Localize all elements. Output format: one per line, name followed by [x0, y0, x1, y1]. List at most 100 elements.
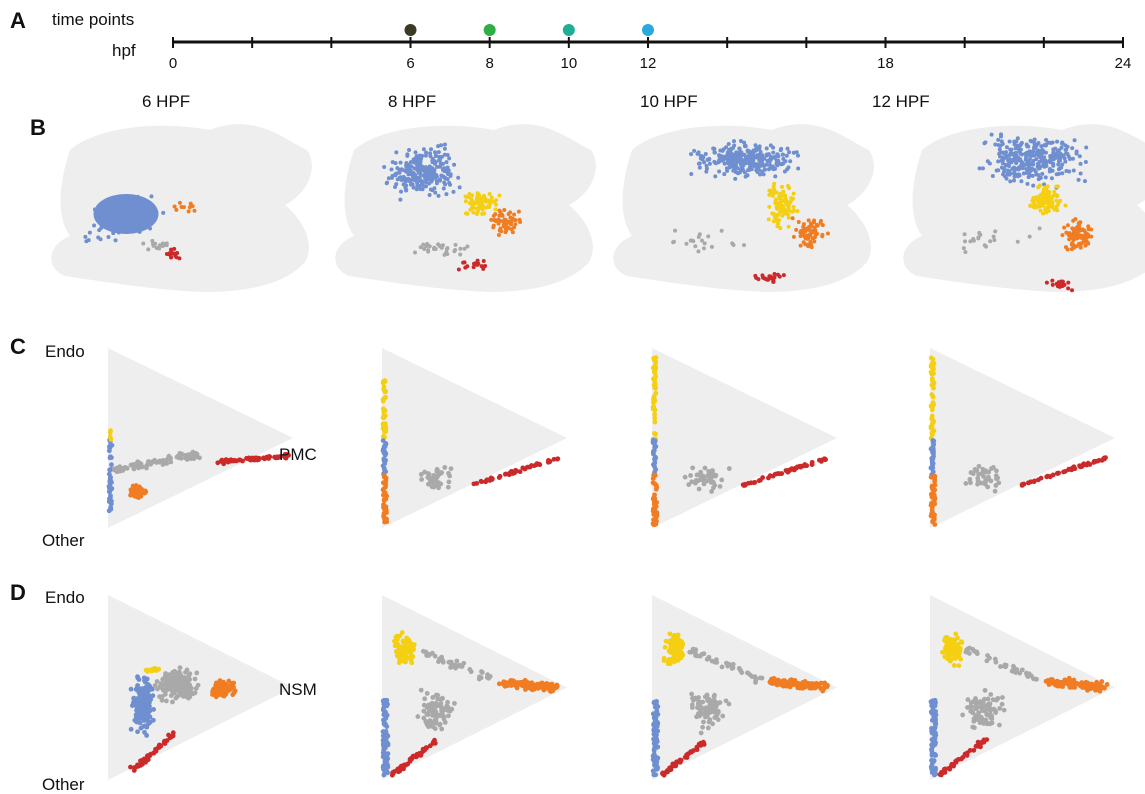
embedding-point [811, 230, 816, 235]
embedding-point [772, 271, 777, 276]
fate-point [654, 732, 659, 738]
embedding-background [903, 124, 1145, 292]
embedding-point [83, 234, 88, 239]
timeline: time points hpf 0 6 8 10 12 18 24 [52, 10, 1131, 72]
fate-point [1001, 707, 1007, 713]
embedding-point [806, 244, 811, 249]
embedding-point [778, 197, 783, 202]
embedding-point [998, 143, 1003, 148]
fate-point [970, 724, 976, 730]
embedding-point [1041, 203, 1046, 208]
fate-point [171, 682, 177, 688]
embedding-point [497, 208, 502, 213]
embedding-point [399, 189, 404, 194]
embedding-point [393, 173, 398, 178]
fate-point [960, 712, 966, 718]
fate-point [400, 655, 406, 661]
embedding-point [1064, 147, 1069, 152]
embedding-point [996, 137, 1001, 142]
fate-point [800, 684, 806, 689]
embedding-point [442, 146, 447, 151]
embedding-point [1000, 158, 1005, 163]
embedding-point [780, 213, 785, 218]
fate-point [689, 479, 695, 485]
embedding-point [1083, 243, 1088, 248]
embedding-point [164, 243, 169, 248]
embedding-point [452, 162, 457, 167]
embedding-point [1013, 158, 1018, 163]
embedding-point [1015, 239, 1020, 244]
fate-point [467, 667, 473, 672]
fate-point [1098, 685, 1104, 690]
fate-point [1055, 679, 1060, 685]
fate-point [662, 644, 668, 650]
embedding-point [483, 264, 488, 269]
fate-point [230, 692, 236, 698]
embedding-point [770, 155, 775, 160]
embedding-point [471, 210, 476, 215]
embedding-point [696, 150, 701, 155]
fate-point [930, 705, 936, 711]
fate-point [701, 742, 707, 747]
fate-point [929, 413, 935, 419]
embedding-point [408, 160, 413, 165]
fate-triangle-10-hpf [650, 348, 837, 528]
fate-point [189, 685, 194, 691]
embedding-point [786, 224, 791, 229]
embedding-point [739, 159, 744, 164]
fate-point [151, 707, 157, 712]
embedding-point [769, 276, 774, 281]
embedding-point [1027, 172, 1032, 177]
embedding-point [150, 238, 155, 243]
fate-point [1097, 688, 1103, 694]
embedding-point [741, 163, 746, 168]
fate-point [751, 480, 757, 486]
embedding-point [471, 265, 476, 270]
fate-point [1019, 482, 1025, 488]
embedding-point [187, 205, 192, 210]
fate-point [397, 766, 403, 772]
fate-point [976, 463, 982, 469]
timeline-axis-label: hpf [112, 41, 136, 60]
embedding-point [433, 153, 438, 158]
fate-point [701, 719, 706, 725]
embedding-point [1076, 177, 1081, 182]
fate-point [700, 724, 706, 730]
fate-point [1060, 682, 1066, 687]
fate-point [978, 744, 983, 750]
embedding-point [812, 225, 817, 230]
embedding-point [399, 167, 404, 172]
fate-point [178, 455, 184, 461]
embedding-point [1086, 241, 1091, 246]
fate-point [951, 638, 957, 644]
fate-point [1009, 668, 1015, 674]
embedding-point [405, 169, 410, 174]
embedding-point [506, 226, 511, 231]
embedding-point [803, 229, 808, 234]
embedding-point [504, 228, 509, 233]
fate-point [661, 658, 667, 663]
fate-point [531, 463, 537, 469]
timeline-tick-label: 8 [485, 55, 493, 72]
embedding-point [796, 153, 801, 158]
fate-point [938, 772, 944, 778]
embedding-point [717, 153, 722, 158]
fate-point [139, 702, 145, 708]
embedding-point [92, 207, 97, 212]
fate-point [108, 436, 114, 442]
embedding-point [1043, 185, 1048, 190]
fate-triangle-8-hpf [380, 348, 567, 528]
fate-point [706, 656, 711, 661]
panel-d-nsm-fate [108, 595, 1115, 780]
fate-point [384, 698, 390, 704]
embedding-point [1052, 189, 1057, 194]
embedding-point [1024, 170, 1029, 175]
embedding-point [119, 202, 124, 207]
embedding-point [1072, 233, 1077, 238]
embedding-point [1046, 208, 1051, 213]
embedding-point [1040, 191, 1045, 196]
embedding-point [993, 142, 998, 147]
fate-point [984, 721, 990, 727]
fate-point [453, 665, 458, 671]
embedding-point [1055, 184, 1060, 189]
